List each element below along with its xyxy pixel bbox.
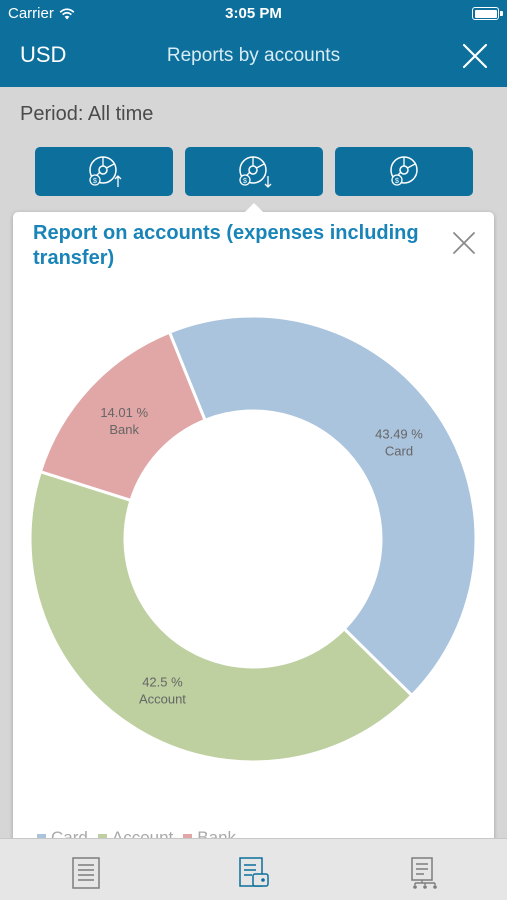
slice-percent-bank: 14.01 % (100, 405, 148, 420)
tab-income-report[interactable]: $ (35, 147, 173, 196)
svg-text:$: $ (93, 178, 97, 185)
currency-button[interactable]: USD (20, 42, 67, 67)
bottom-tab-bar (0, 838, 507, 900)
period-label[interactable]: Period: All time (20, 103, 154, 125)
tab-expense-report[interactable]: $ (185, 147, 323, 196)
pie-chart-balance-icon: $ (390, 155, 418, 186)
svg-text:$: $ (395, 178, 399, 185)
close-icon[interactable] (452, 231, 476, 255)
status-bar: Carrier 3:05 PM (0, 0, 507, 28)
slice-percent-card: 43.49 % (375, 427, 423, 442)
slice-name-account: Account (139, 691, 186, 706)
pie-chart-income-icon: $ (89, 155, 122, 187)
battery-icon (472, 7, 503, 20)
report-type-tabs: $ $ $ (35, 147, 473, 197)
donut-slice-bank[interactable] (38, 330, 208, 503)
slice-name-card: Card (385, 444, 413, 459)
donut-slice-card[interactable] (167, 314, 478, 698)
page-title: Reports by accounts (166, 45, 341, 66)
slice-name-bank: Bank (109, 422, 139, 437)
navigation-bar: USD Reports by accounts (0, 28, 507, 87)
wifi-icon (59, 7, 75, 19)
status-time: 3:05 PM (225, 5, 282, 22)
account-report-icon[interactable] (238, 857, 270, 889)
modal-pointer (244, 203, 264, 213)
document-list-icon[interactable] (70, 857, 102, 889)
svg-text:$: $ (243, 178, 247, 185)
tab-balance-report[interactable]: $ (335, 147, 473, 196)
carrier-info: Carrier (8, 5, 75, 22)
donut-chart: 43.49 % Card 42.5 % Account 14.01 % Bank (28, 314, 478, 764)
carrier-label: Carrier (8, 5, 54, 22)
report-title: Report on accounts (expenses including t… (33, 222, 419, 269)
pie-chart-expense-icon: $ (239, 155, 272, 188)
report-modal: Report on accounts (expenses including t… (13, 203, 494, 859)
donut-slice-account[interactable] (28, 469, 415, 764)
slice-percent-account: 42.5 % (142, 674, 183, 689)
category-tree-icon[interactable] (408, 857, 440, 889)
close-icon[interactable] (461, 42, 489, 70)
